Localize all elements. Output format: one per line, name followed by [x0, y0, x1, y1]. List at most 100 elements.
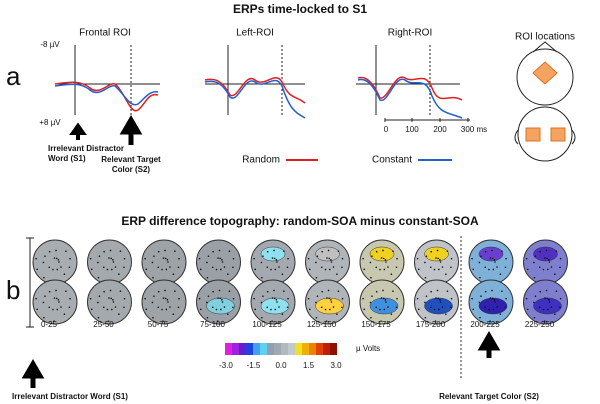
electrode	[380, 257, 383, 259]
electrode	[274, 268, 277, 271]
electrode	[395, 306, 398, 309]
window-label: 200-225	[470, 320, 500, 329]
electrode	[533, 301, 535, 304]
y-label: +8 µV	[39, 118, 61, 127]
arrow	[21, 359, 45, 388]
electrode	[109, 249, 112, 252]
colorbar-cell	[323, 343, 330, 355]
electrode	[341, 306, 343, 309]
electrode	[489, 257, 492, 259]
electrode	[493, 299, 496, 301]
electrode	[157, 250, 160, 253]
window-labels: 0-25 25-50 50-75 75-100 100-125 125-150 150-17…	[41, 320, 555, 329]
electrode	[382, 289, 384, 292]
electrode	[492, 308, 495, 311]
electrode	[379, 308, 381, 311]
electrode	[491, 297, 494, 300]
electrode	[144, 297, 146, 300]
electrode	[262, 295, 264, 297]
electrode	[103, 250, 105, 253]
electrode	[544, 257, 546, 259]
electrode	[371, 255, 373, 257]
s2-label: Relevant Target Color (S2)	[439, 392, 539, 401]
electrode	[218, 249, 221, 252]
electrode	[223, 266, 226, 268]
electrode	[525, 257, 528, 260]
electrode	[496, 266, 498, 268]
electrode	[471, 257, 473, 260]
electrode	[327, 289, 330, 292]
electrode	[330, 299, 332, 301]
electrode	[484, 290, 487, 293]
electrode	[434, 320, 437, 322]
electrode	[161, 308, 163, 311]
electrode	[315, 276, 318, 279]
electrode	[396, 297, 398, 300]
electrode	[161, 268, 163, 271]
electrode	[177, 306, 180, 309]
electrode	[375, 266, 378, 269]
electrode	[228, 250, 231, 252]
electrode	[206, 301, 208, 304]
electrode	[151, 261, 154, 264]
electrode	[489, 297, 492, 299]
electrode	[504, 266, 507, 269]
electrode	[42, 301, 45, 304]
electrode	[369, 301, 372, 304]
electrode	[489, 320, 491, 322]
colorbar-cell	[239, 343, 246, 355]
electrode	[479, 316, 481, 319]
electrode	[145, 308, 148, 311]
electrode	[501, 290, 503, 292]
window-label: 125-150	[307, 320, 337, 329]
electrode	[491, 289, 493, 292]
electrode	[65, 290, 67, 292]
electrode	[35, 257, 37, 260]
panel-label: a	[6, 61, 21, 91]
electrode	[550, 266, 553, 268]
electrode	[446, 250, 449, 252]
electrode	[484, 250, 487, 253]
electrode	[68, 266, 71, 269]
electrode	[275, 259, 278, 261]
electrode	[538, 306, 541, 309]
electrode	[450, 266, 452, 269]
electrode	[499, 273, 502, 276]
electrode	[97, 276, 100, 279]
electrode	[275, 299, 278, 301]
electrode	[144, 257, 146, 260]
electrode	[65, 250, 67, 252]
electrode	[491, 257, 494, 260]
electrode	[165, 268, 168, 271]
electrode	[436, 289, 439, 292]
electrode	[273, 249, 275, 252]
electrode	[276, 261, 278, 263]
electrode	[266, 266, 269, 269]
s2-label: Color (S2)	[112, 165, 151, 174]
electrode	[441, 266, 444, 268]
electrode	[254, 268, 257, 271]
electrode	[554, 313, 556, 316]
electrode	[276, 301, 278, 303]
electrode	[278, 266, 280, 268]
electrode	[337, 250, 340, 252]
s1-label: Irrelevant Distractor	[48, 144, 124, 153]
topomap	[305, 239, 350, 285]
topo-blob	[369, 297, 399, 315]
electrode	[542, 308, 545, 311]
electrode	[43, 276, 45, 279]
electrode	[68, 306, 71, 309]
electrode	[55, 249, 57, 252]
roi-heads	[514, 41, 576, 162]
electrode	[232, 257, 235, 260]
electrode	[111, 268, 113, 271]
electrode	[315, 261, 317, 264]
electrode	[383, 308, 386, 311]
arrow	[119, 115, 143, 145]
electrode	[369, 261, 372, 264]
electrode	[424, 301, 426, 304]
electrode	[215, 268, 218, 271]
electrode	[266, 250, 269, 253]
electrode	[112, 299, 114, 301]
